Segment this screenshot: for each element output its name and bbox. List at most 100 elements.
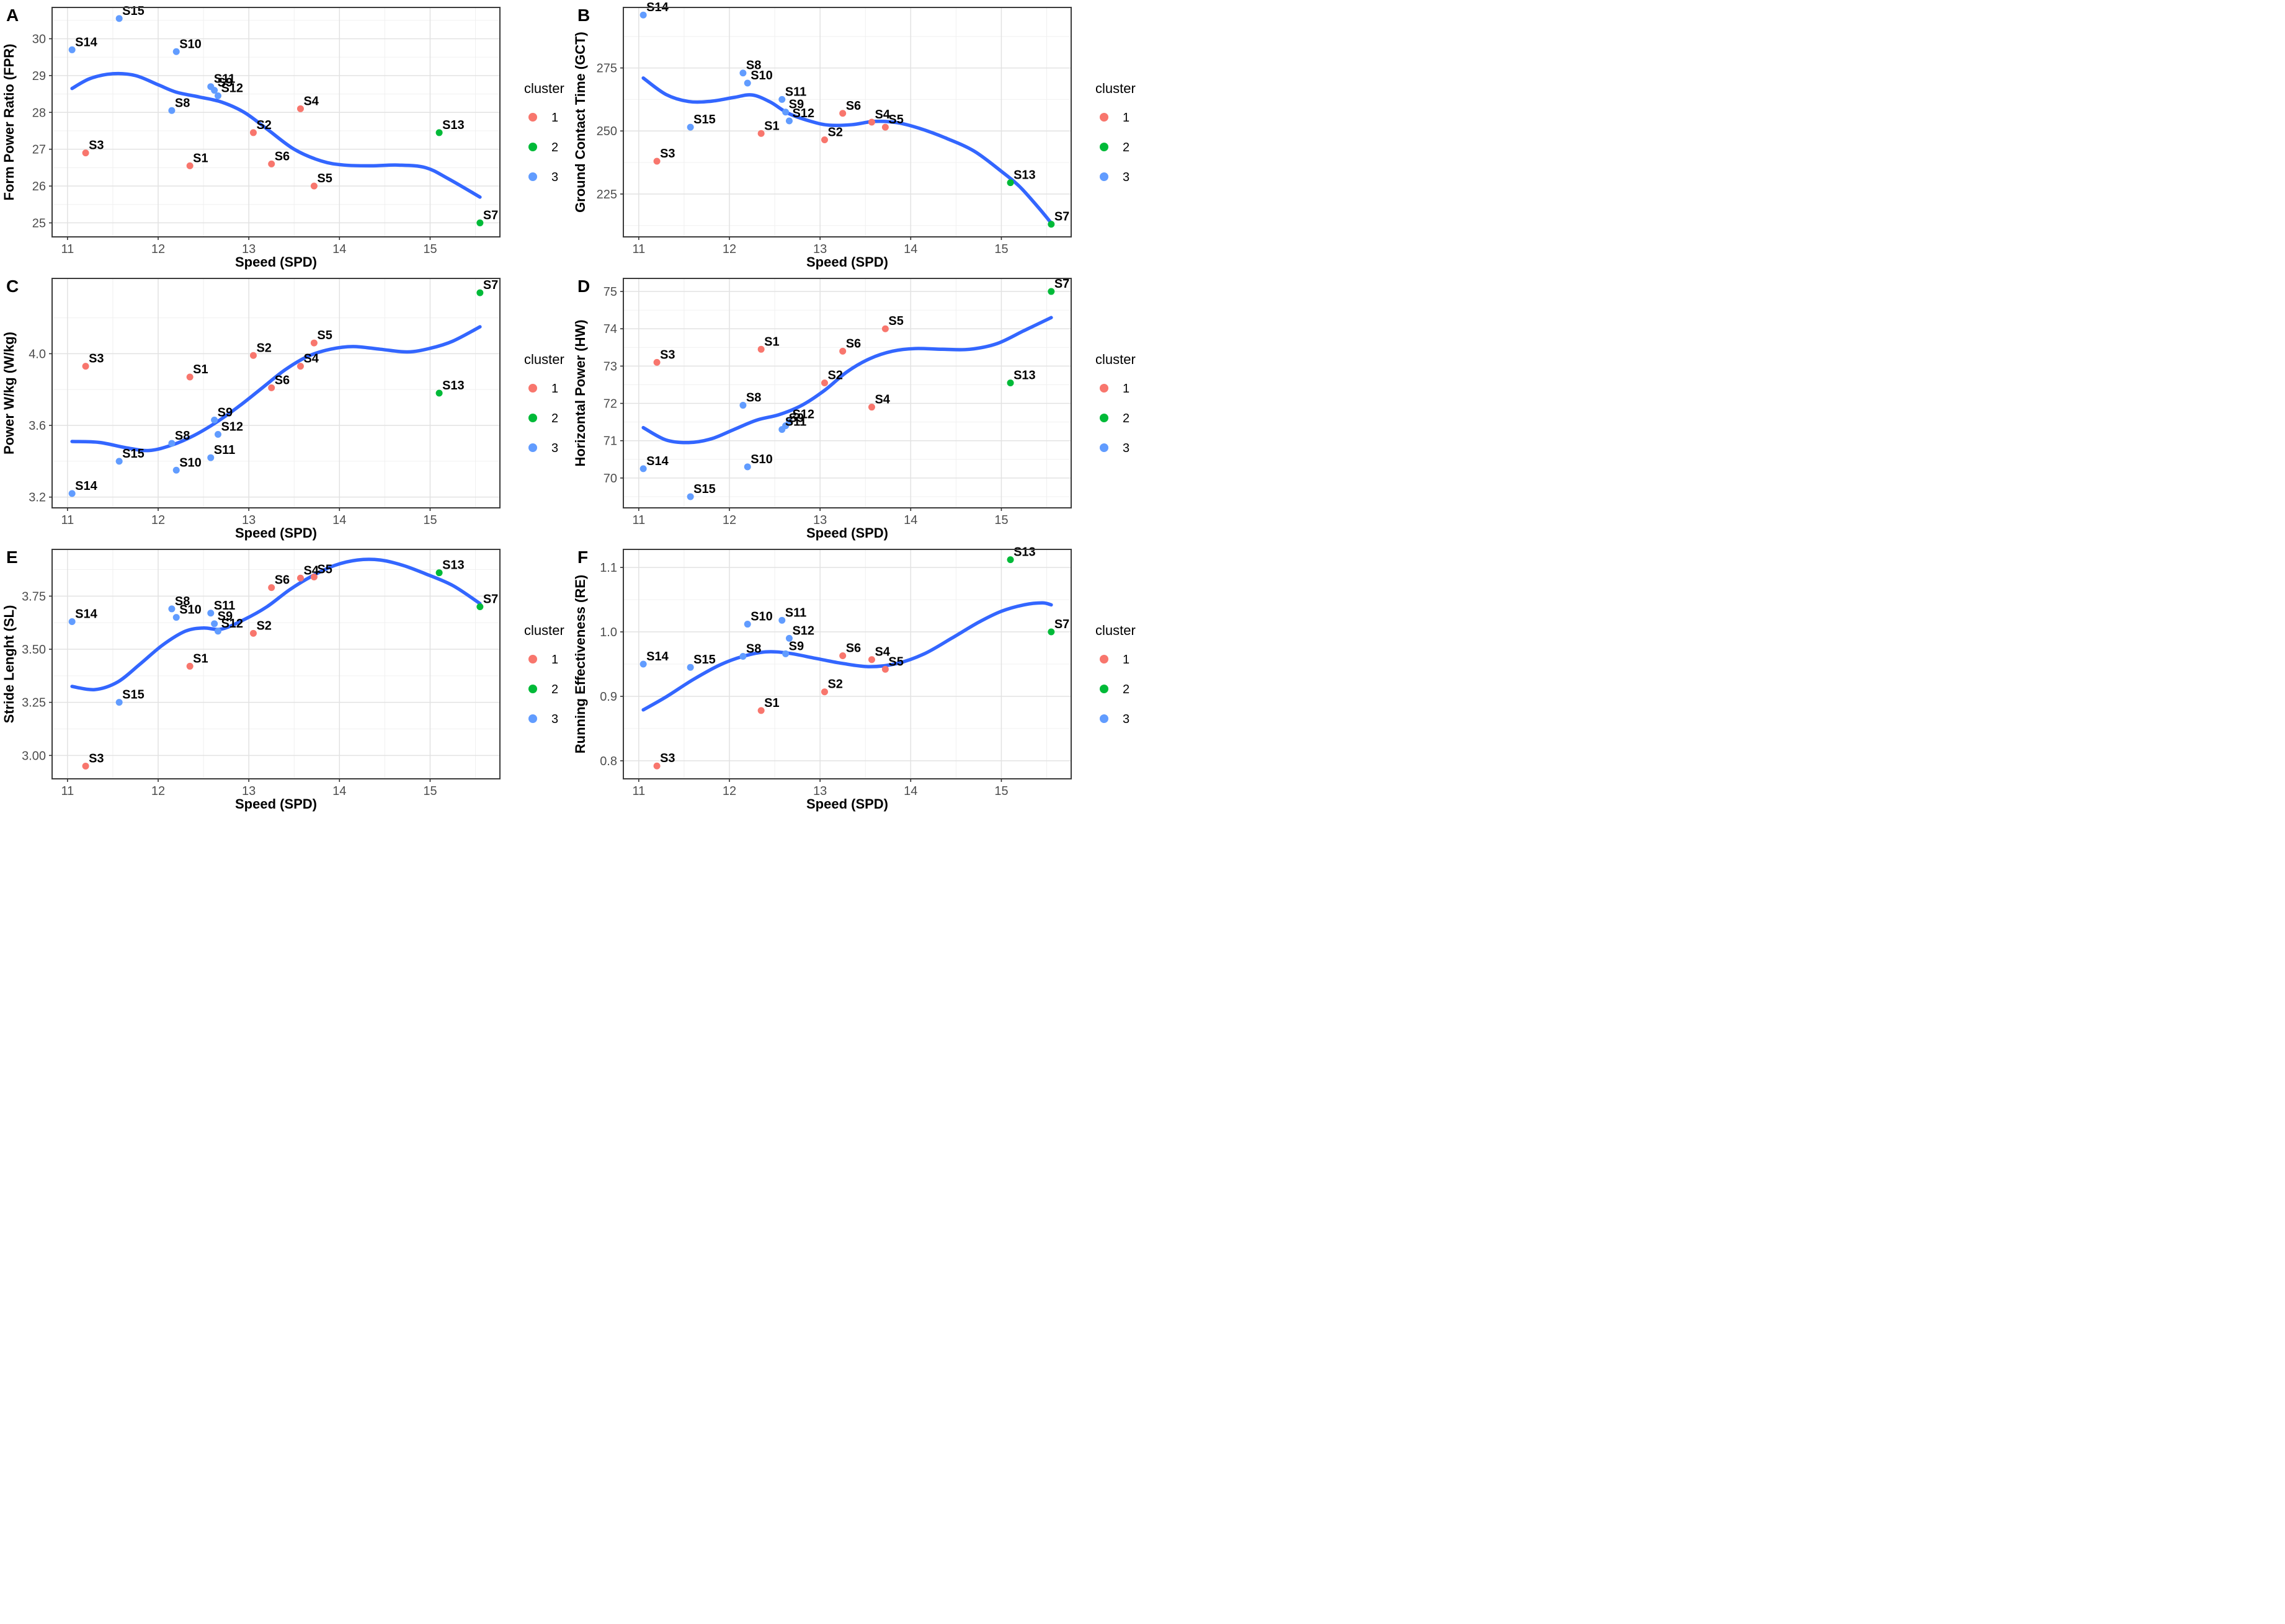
x-tick-label: 11 [61,513,74,527]
y-tick-labels: 70 71 72 73 74 75 [604,285,617,486]
smooth-trend-line [70,557,482,692]
data-point-S3 [82,762,89,770]
data-point-S14 [68,490,76,497]
y-tick-label: 70 [604,472,617,486]
point-label-S8: S8 [175,595,190,608]
legend-swatch-3 [1100,714,1108,723]
data-point-S6 [268,384,275,391]
data-point-S3 [653,762,661,770]
data-points [639,288,1055,500]
data-points [639,556,1055,770]
data-point-S8 [739,69,747,77]
point-label-S4: S4 [303,564,319,577]
point-label-S14: S14 [75,479,97,493]
point-label-S10: S10 [751,453,773,466]
y-tick-label: 75 [604,285,617,299]
legend-title: cluster [524,81,564,96]
point-label-S10: S10 [751,69,773,82]
data-point-S6 [268,160,275,167]
point-label-S3: S3 [660,348,675,362]
point-label-S10: S10 [179,37,202,51]
axis-ticks [49,38,431,240]
point-label-S12: S12 [221,617,243,631]
point-label-S14: S14 [75,35,97,49]
axis-ticks [49,353,431,511]
y-tick-label: 3.25 [22,696,46,710]
smooth-trend-line [70,71,482,199]
data-points [68,15,484,226]
point-label-S5: S5 [317,329,332,342]
y-tick-label: 225 [597,188,617,202]
data-point-S1 [757,707,765,714]
data-point-S5 [881,325,889,332]
data-point-S5 [310,339,318,347]
cluster-legend: cluster 1 2 3 [1095,81,1136,184]
point-label-S11: S11 [214,443,235,457]
y-axis-title: Stride Lenght (SL) [1,605,17,724]
point-label-S2: S2 [256,619,271,632]
panel-e: S1 S2 S3 S4 S5 S6 S7 S8 S9 S10 S11 S12 S13 S14 S15 11 12… [0,542,571,813]
y-tick-labels: 225 250 275 [597,62,617,202]
point-label-S8: S8 [746,59,761,73]
legend-swatch-2 [528,414,537,422]
data-point-S5 [881,123,889,131]
x-tick-label: 11 [61,784,74,798]
data-point-S8 [168,440,176,447]
grid-major [52,549,500,779]
panel-letter: A [6,6,19,25]
data-point-S1 [186,662,194,670]
panel-d: S1 S2 S3 S4 S5 S6 S7 S8 S9 S10 S11 S12 S13 S14 S15 11 12… [571,271,1142,542]
point-label-S13: S13 [442,559,465,572]
panel-background [0,542,571,813]
point-label-S3: S3 [89,752,104,765]
point-label-S1: S1 [193,151,208,165]
point-label-S12: S12 [792,408,814,422]
point-label-S13: S13 [1013,546,1036,559]
point-label-S9: S9 [218,610,233,623]
data-point-S8 [739,402,747,409]
data-points [639,11,1055,228]
point-label-S12: S12 [792,624,814,637]
y-tick-label: 0.9 [600,690,617,704]
legend-swatch-2 [1100,414,1108,422]
x-tick-label: 14 [904,513,917,527]
y-tick-label: 275 [597,62,617,76]
point-label-S8: S8 [175,96,190,110]
data-point-S3 [653,358,661,366]
y-tick-labels: 0.8 0.9 1.0 1.1 [600,561,617,768]
point-label-S14: S14 [646,455,669,468]
data-point-S15 [687,493,694,500]
x-tick-labels: 11 12 13 14 15 [632,513,1008,527]
point-label-S6: S6 [275,373,290,387]
x-tick-labels: 11 12 13 14 15 [61,242,437,256]
data-point-S2 [249,352,257,359]
legend-swatch-1 [1100,384,1108,393]
y-tick-label: 74 [604,322,617,336]
x-tick-label: 13 [242,784,256,798]
panel-border [51,7,501,237]
point-label-S7: S7 [483,593,498,606]
point-label-S15: S15 [122,688,145,702]
y-tick-label: 27 [32,143,46,157]
legend-swatch-2 [1100,143,1108,151]
point-label-S8: S8 [746,391,761,405]
legend-swatch-1 [528,113,537,122]
panel-letter: C [6,277,19,296]
y-tick-label: 3.6 [29,419,46,433]
point-label-S7: S7 [483,278,498,292]
point-label-S9: S9 [218,406,233,419]
smooth-trend-line [70,325,482,453]
x-tick-label: 14 [332,242,346,256]
data-point-S6 [839,110,847,117]
data-point-S2 [821,136,828,143]
data-point-S3 [82,363,89,370]
data-point-S10 [172,466,180,474]
data-point-S13 [435,389,443,397]
point-label-S4: S4 [875,393,890,407]
y-axis-title: Ground Contact Time (GCT) [572,32,588,213]
point-label-S5: S5 [888,113,903,126]
